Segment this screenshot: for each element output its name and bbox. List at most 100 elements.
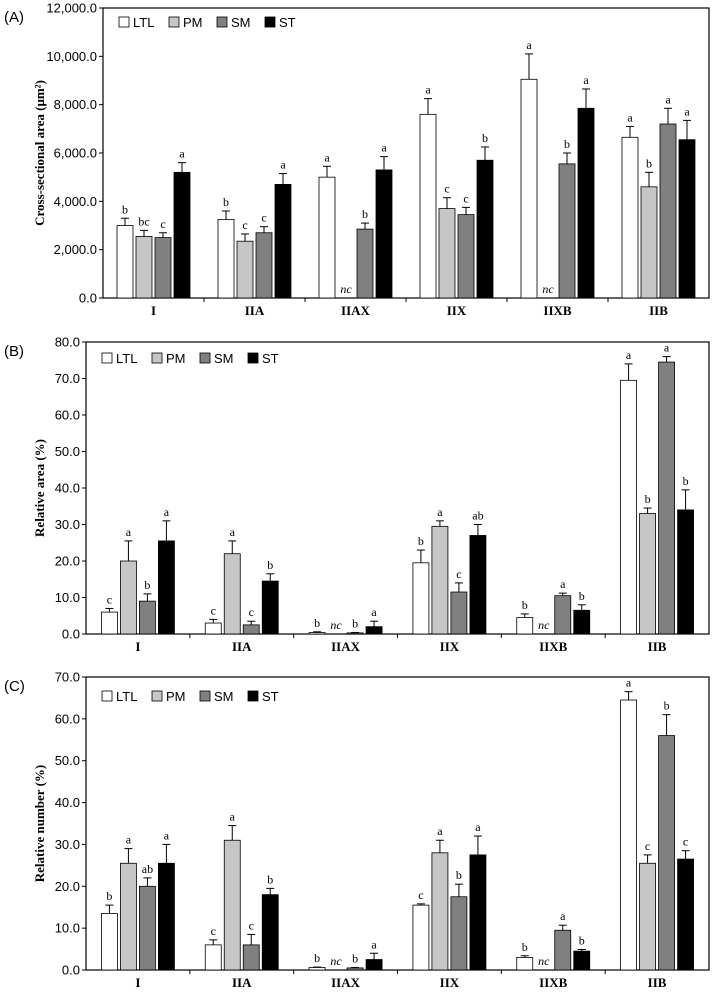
significance-label: b bbox=[314, 616, 320, 630]
legend: LTL PM SM ST bbox=[101, 689, 279, 704]
significance-label: c bbox=[107, 592, 112, 606]
legend-swatch bbox=[101, 352, 113, 364]
significance-label: a bbox=[371, 605, 377, 619]
significance-label: a bbox=[560, 909, 566, 923]
bar bbox=[469, 854, 487, 971]
significance-label: a bbox=[560, 577, 566, 591]
bar bbox=[554, 595, 572, 635]
significance-label: a bbox=[626, 676, 632, 690]
significance-label: b bbox=[352, 951, 358, 965]
panel-label: (B) bbox=[4, 343, 24, 360]
significance-label: b bbox=[267, 558, 273, 572]
significance-label: a bbox=[371, 937, 377, 951]
bar bbox=[375, 169, 393, 299]
bar bbox=[412, 904, 430, 971]
y-tick-label: 0.0 bbox=[79, 291, 97, 306]
significance-label: a bbox=[437, 824, 443, 838]
legend-swatch bbox=[199, 352, 211, 364]
significance-label: a bbox=[381, 141, 387, 155]
bar bbox=[356, 228, 374, 299]
bar bbox=[640, 186, 658, 299]
bar bbox=[242, 624, 260, 635]
significance-label: a bbox=[126, 833, 132, 847]
chart-panel-c: (C) 0.0 10.0 20.0 30.0 40.0 50.0 60.0 70.0 Relati… bbox=[4, 670, 710, 990]
x-tick-label: IIX bbox=[440, 975, 460, 990]
bar bbox=[120, 862, 137, 971]
significance-label: a bbox=[526, 38, 532, 52]
significance-label: b bbox=[564, 137, 570, 151]
bar bbox=[476, 159, 494, 299]
x-tick-label: IIB bbox=[648, 975, 667, 990]
x-tick-label: IIXB bbox=[539, 975, 568, 990]
significance-label: ab bbox=[142, 862, 153, 876]
not-calculated-label: nc bbox=[330, 618, 342, 632]
y-tick-label: 2,000.0 bbox=[54, 242, 97, 257]
bar bbox=[120, 560, 137, 635]
significance-label: b bbox=[122, 202, 128, 216]
y-tick-label: 40.0 bbox=[55, 795, 80, 810]
bar bbox=[516, 617, 534, 635]
panel-label: (C) bbox=[4, 678, 25, 695]
bar bbox=[255, 232, 273, 299]
significance-label: c bbox=[645, 839, 650, 853]
bar bbox=[158, 540, 175, 635]
not-calculated-label: nc bbox=[330, 954, 342, 968]
y-tick-label: 10,000.0 bbox=[46, 49, 97, 64]
y-tick-label: 10.0 bbox=[55, 590, 80, 605]
not-calculated-label: nc bbox=[538, 618, 550, 632]
bar bbox=[139, 600, 156, 635]
bar bbox=[558, 163, 576, 299]
y-tick-label: 8,000.0 bbox=[54, 97, 97, 112]
bar bbox=[457, 214, 475, 299]
legend-swatch bbox=[168, 16, 180, 28]
legend-swatch bbox=[151, 690, 163, 702]
significance-label: c bbox=[463, 191, 468, 205]
significance-label: c bbox=[211, 924, 216, 938]
legend-label: ST bbox=[279, 15, 296, 30]
plot-frame bbox=[102, 7, 710, 299]
significance-label: c bbox=[444, 182, 449, 196]
bar bbox=[639, 862, 656, 971]
bar bbox=[204, 622, 222, 635]
bar bbox=[658, 735, 675, 971]
legend-label: LTL bbox=[133, 15, 154, 30]
bar bbox=[308, 632, 326, 635]
x-tick-label: I bbox=[151, 303, 156, 318]
legend-swatch bbox=[247, 690, 259, 702]
significance-label: b bbox=[646, 156, 652, 170]
bar bbox=[154, 237, 172, 299]
plot-frame bbox=[85, 676, 710, 971]
y-tick-label: 0.0 bbox=[62, 627, 80, 642]
panel-label: (A) bbox=[4, 9, 24, 26]
significance-label: b bbox=[314, 951, 320, 965]
legend-label: PM bbox=[166, 689, 186, 704]
chart-panel-b: (B) 0.0 10.0 20.0 30.0 40.0 50.0 60.0 70.0 80.0 Re… bbox=[4, 335, 710, 654]
significance-label: c bbox=[211, 603, 216, 617]
significance-label: b bbox=[106, 889, 112, 903]
y-tick-label: 70.0 bbox=[55, 670, 80, 685]
bar bbox=[308, 967, 326, 971]
significance-label: a bbox=[230, 810, 236, 824]
significance-label: c bbox=[261, 211, 266, 225]
x-tick-label: IIAX bbox=[331, 975, 361, 990]
significance-label: a bbox=[230, 525, 236, 539]
x-tick-label: IIB bbox=[648, 639, 667, 654]
bar bbox=[346, 967, 364, 971]
bar bbox=[139, 885, 156, 971]
significance-label: b bbox=[645, 492, 651, 506]
significance-label: a bbox=[324, 150, 330, 164]
bar bbox=[520, 78, 538, 299]
significance-label: c bbox=[160, 217, 165, 231]
bar bbox=[577, 107, 595, 299]
significance-label: c bbox=[249, 605, 254, 619]
bar bbox=[135, 235, 153, 299]
significance-label: a bbox=[684, 104, 690, 118]
bar bbox=[621, 136, 639, 299]
not-calculated-label: nc bbox=[538, 954, 550, 968]
significance-label: a bbox=[583, 73, 589, 87]
significance-label: c bbox=[249, 918, 254, 932]
x-tick-label: I bbox=[135, 639, 140, 654]
legend-swatch bbox=[216, 16, 228, 28]
bar bbox=[204, 944, 222, 971]
bar bbox=[101, 611, 118, 635]
